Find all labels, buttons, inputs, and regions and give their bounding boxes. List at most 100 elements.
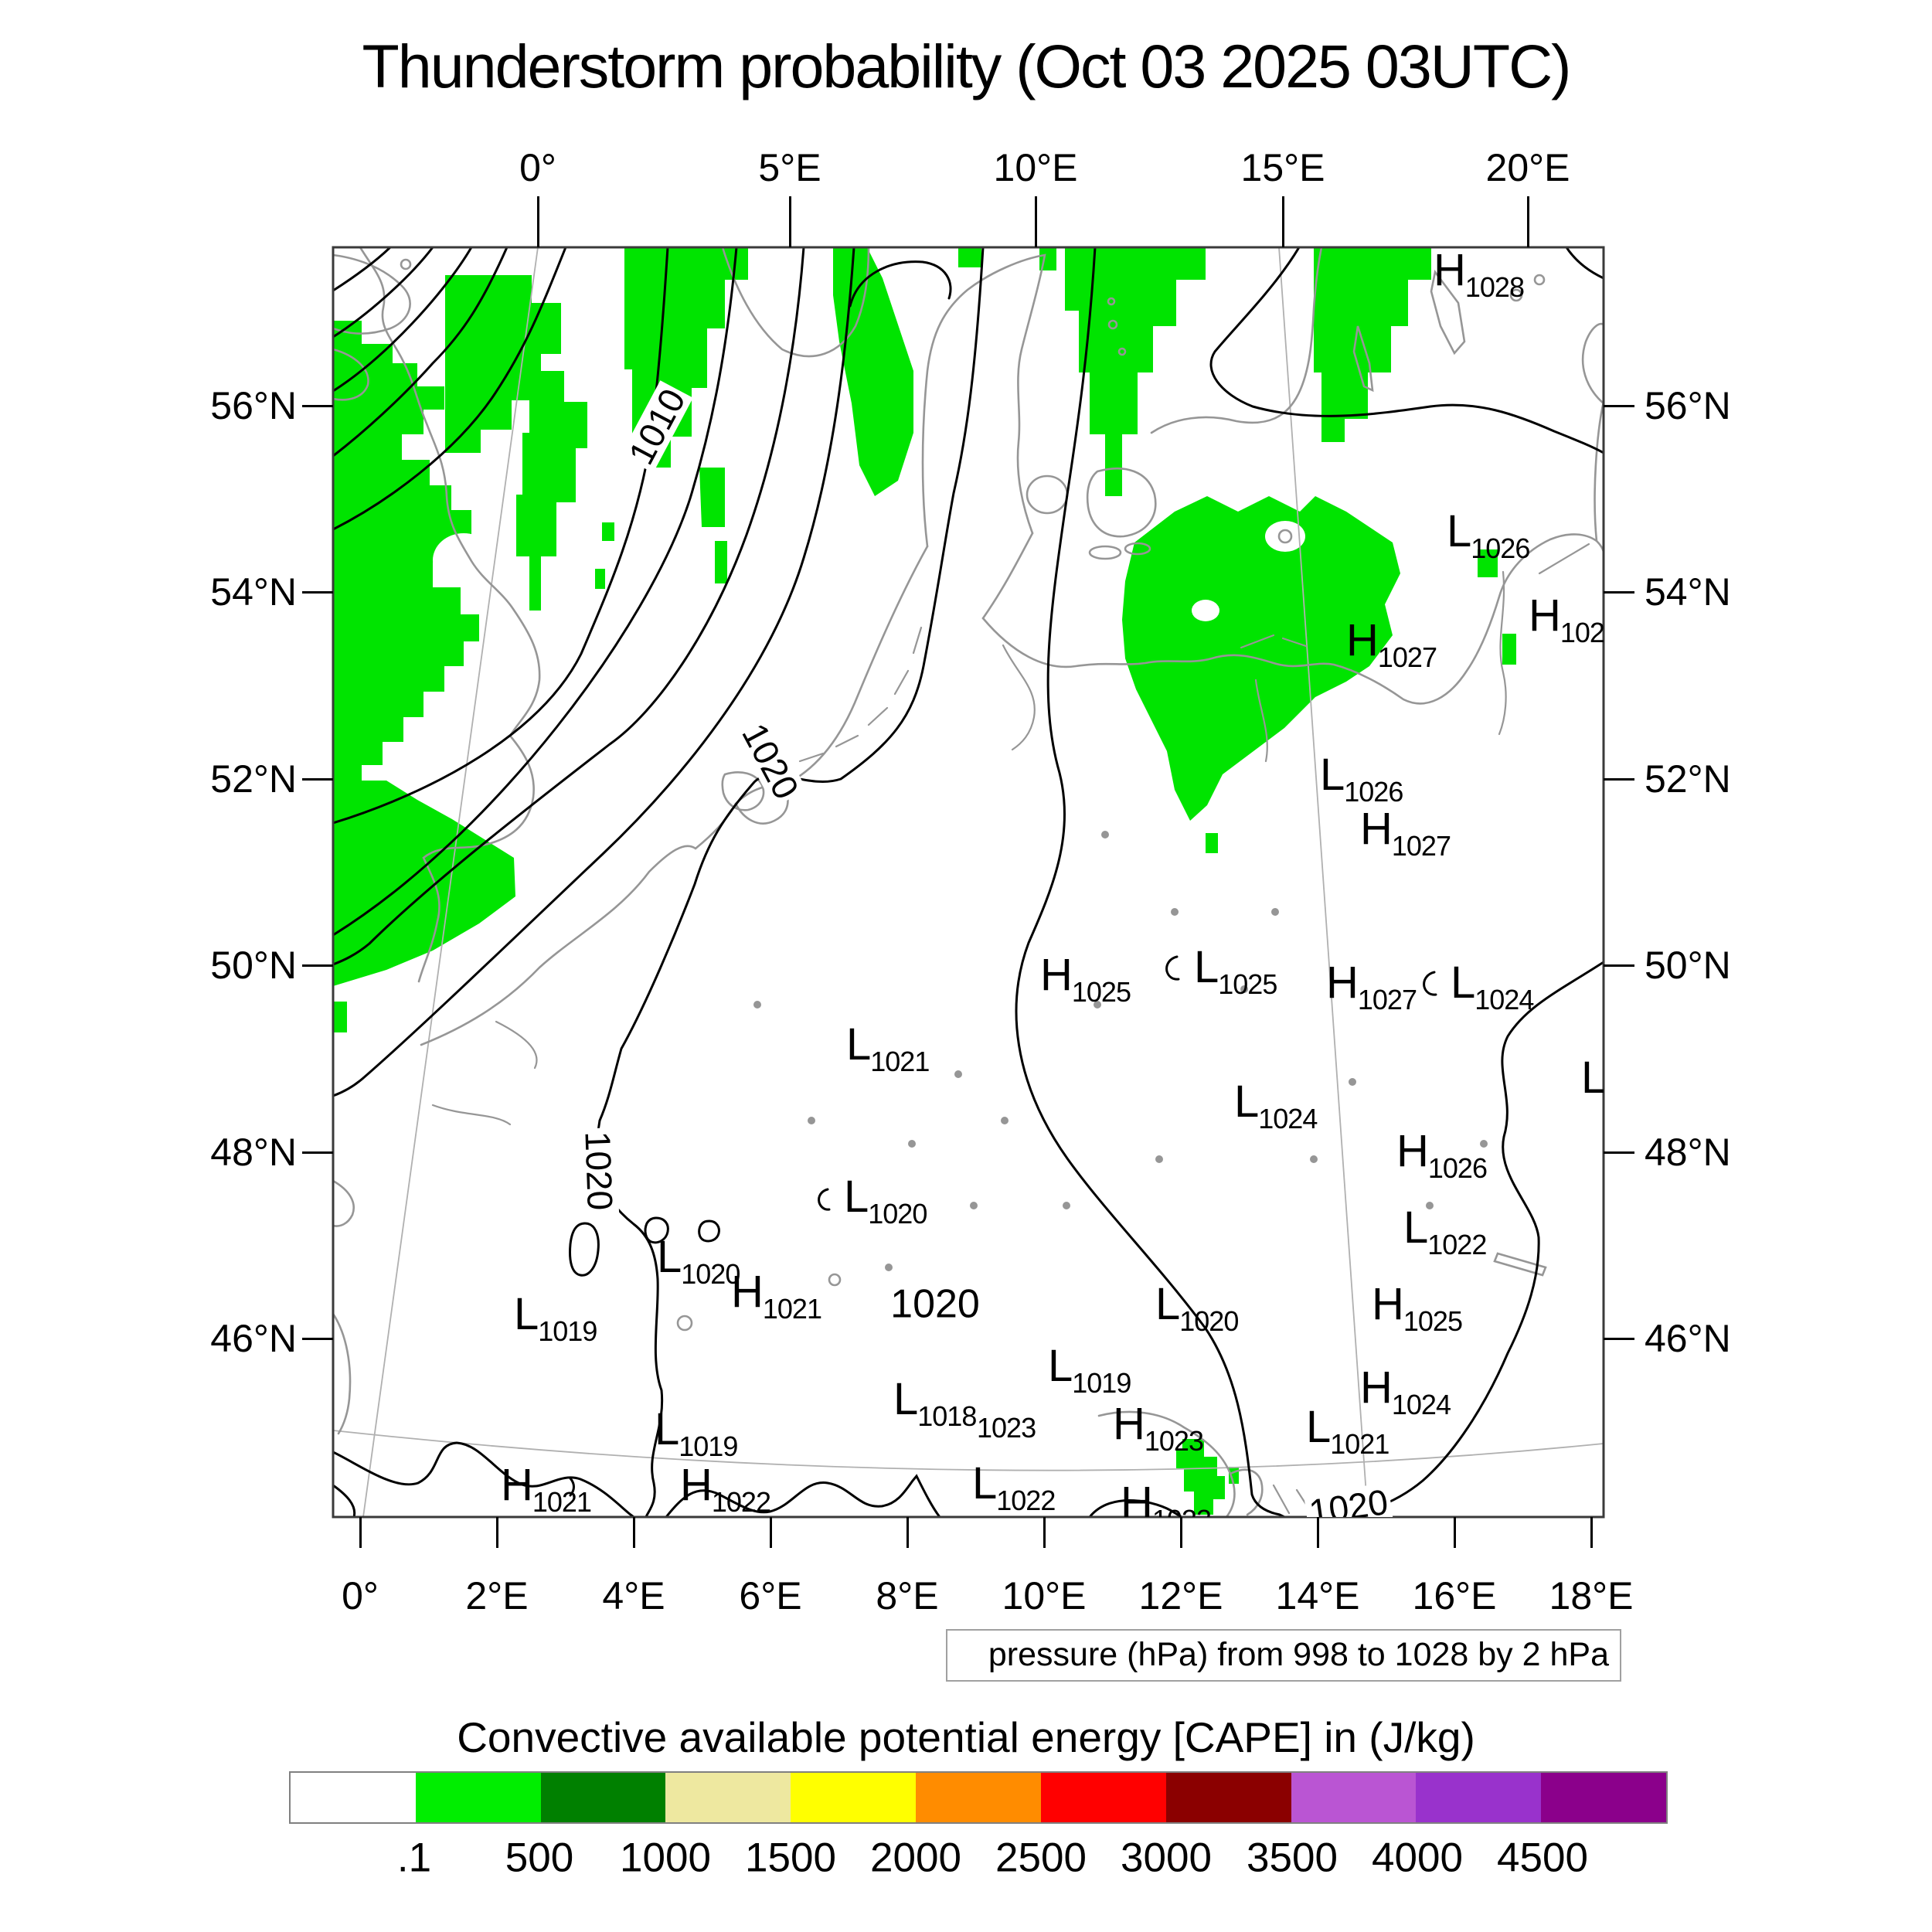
pressure-label: L1026: [1320, 750, 1403, 808]
pressure-label: L1019: [514, 1289, 597, 1347]
left-axis-label: 46°N: [210, 1317, 297, 1360]
tick-mark: [359, 1517, 362, 1548]
top-axis-label: 20°E: [1485, 146, 1570, 189]
bottom-axis-label: 10°E: [1002, 1574, 1087, 1617]
colorbar-tick-label: 500: [505, 1835, 574, 1881]
colorbar-tick-label: 3000: [1121, 1835, 1212, 1881]
colorbar-cell: [415, 1773, 541, 1822]
colorbar: [289, 1771, 1668, 1824]
tick-mark: [789, 196, 791, 247]
pressure-label: H1023: [1121, 1478, 1212, 1518]
tick-mark: [1604, 778, 1634, 781]
right-axis-label: 48°N: [1645, 1131, 1731, 1174]
pressure-label: H1027: [1346, 615, 1437, 673]
pressure-label: L1020: [1155, 1279, 1239, 1337]
meridian-0deg: [362, 247, 539, 1517]
tick-mark: [496, 1517, 498, 1548]
colorbar-cell: [540, 1773, 666, 1822]
tick-mark: [1604, 1338, 1634, 1340]
contour-label: 1020: [1304, 1481, 1393, 1517]
tick-mark: [302, 778, 333, 781]
page-title: Thunderstorm probability (Oct 03 2025 03…: [362, 32, 1572, 100]
tick-mark: [1180, 1517, 1182, 1548]
map-label-layer: H1028L1026H1027H1027L1026H1027H1025L1025…: [333, 247, 1604, 1517]
colorbar-tick-label: .1: [396, 1835, 432, 1881]
pressure-label: L1022: [972, 1458, 1056, 1516]
colorbar-cell: [665, 1773, 791, 1822]
bottom-axis-label: 16°E: [1412, 1574, 1497, 1617]
tick-mark: [906, 1517, 909, 1548]
tick-mark: [302, 405, 333, 407]
colorbar-cell: [1541, 1773, 1666, 1822]
colorbar-tick-label: 4000: [1372, 1835, 1463, 1881]
tick-mark: [1604, 591, 1634, 594]
pressure-label: L1019: [655, 1404, 738, 1462]
pressure-label: H1022: [680, 1460, 771, 1517]
contour-label: 1020: [577, 1128, 621, 1214]
contour-label: 1020: [733, 714, 808, 808]
bottom-axis-label: 0°: [342, 1574, 379, 1617]
right-axis-label: 46°N: [1645, 1317, 1731, 1360]
left-axis-label: 48°N: [210, 1131, 297, 1174]
tick-mark: [1317, 1517, 1319, 1548]
left-axis-label: 54°N: [210, 570, 297, 614]
left-axis-label: 50°N: [210, 944, 297, 987]
pressure-label: L1021: [846, 1019, 930, 1077]
tick-mark: [1604, 405, 1634, 407]
pressure-label: H1027: [1529, 590, 1604, 648]
pressure-label: H1024: [1360, 1362, 1451, 1420]
pressure-label: L1021: [1306, 1402, 1389, 1460]
tick-mark: [302, 1338, 333, 1340]
tick-mark: [633, 1517, 635, 1548]
contour-label: 1020: [887, 1283, 983, 1326]
colorbar-cell: [291, 1773, 416, 1822]
tick-mark: [1454, 1517, 1456, 1548]
pressure-label: L1022: [1403, 1202, 1487, 1260]
colorbar-tick-label: 2000: [870, 1835, 961, 1881]
tick-mark: [302, 591, 333, 594]
coastlines: [333, 247, 1604, 1517]
graticule-lines: [333, 247, 1604, 1517]
pressure-label: L1020: [657, 1232, 740, 1290]
left-axis-label: 52°N: [210, 757, 297, 801]
top-axis-label: 10°E: [993, 146, 1078, 189]
colorbar-cell: [1416, 1773, 1542, 1822]
pressure-label: L1018: [893, 1374, 977, 1432]
left-axis-label: 56°N: [210, 384, 297, 427]
bottom-axis-label: 18°E: [1549, 1574, 1634, 1617]
tick-mark: [1282, 196, 1284, 247]
isobars: [333, 247, 1604, 1517]
pressure-legend-box: pressure (hPa) from 998 to 1028 by 2 hPa: [946, 1629, 1621, 1682]
tick-mark: [537, 196, 539, 247]
pressure-label: L1024: [1234, 1077, 1318, 1134]
colorbar-cell: [916, 1773, 1041, 1822]
pressure-label: L1019: [1048, 1341, 1131, 1399]
pressure-label: H1026: [1396, 1126, 1488, 1184]
colorbar-tick-label: 4500: [1497, 1835, 1588, 1881]
pressure-label: L10: [1581, 1053, 1604, 1103]
colorbar-tick-label: 2500: [995, 1835, 1087, 1881]
pressure-label: L1025: [1194, 942, 1277, 1000]
bottom-axis-label: 8°E: [876, 1574, 939, 1617]
top-axis-label: 15°E: [1240, 146, 1325, 189]
top-axis-label: 5°E: [758, 146, 821, 189]
bottom-axis-label: 2°E: [465, 1574, 529, 1617]
bottom-axis-label: 12°E: [1138, 1574, 1223, 1617]
colorbar-tick-label: 3500: [1247, 1835, 1338, 1881]
tick-mark: [1527, 196, 1529, 247]
bottom-axis-label: 14°E: [1275, 1574, 1360, 1617]
parallel-45deg: [333, 1430, 1604, 1471]
tick-mark: [1035, 196, 1037, 247]
contour-label: 1010: [620, 379, 694, 474]
tick-mark: [770, 1517, 772, 1548]
pressure-label: H1025: [1372, 1279, 1463, 1337]
meridian-15deg: [1278, 247, 1369, 1517]
pressure-label: H1027: [1326, 957, 1417, 1015]
tick-mark: [302, 964, 333, 967]
tick-mark: [1590, 1517, 1593, 1548]
pressure-label: H1021: [501, 1460, 592, 1517]
map-frame: [332, 246, 1605, 1519]
colorbar-cell: [1040, 1773, 1166, 1822]
